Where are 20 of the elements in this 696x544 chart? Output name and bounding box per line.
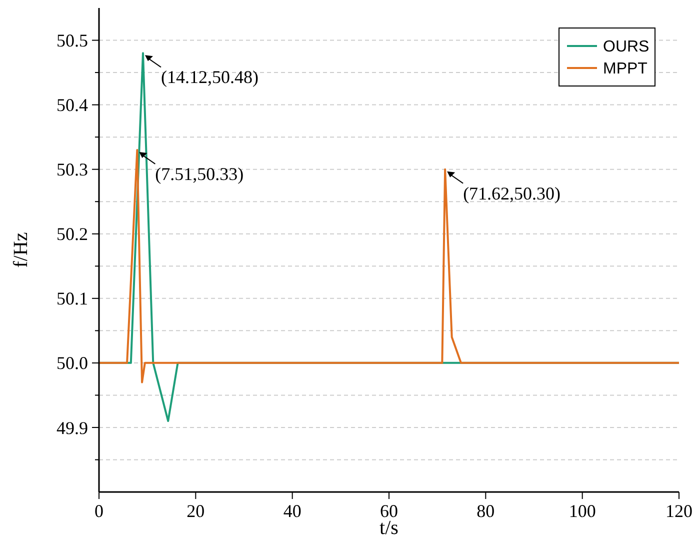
text: 50.0 (56, 353, 88, 374)
annotation: (7.51,50.33) (155, 164, 244, 184)
x-tick-label: 80 (476, 501, 495, 521)
y-tick-label: 49.9 (56, 418, 88, 438)
legend-label: MPPT (603, 60, 648, 78)
annotation: (14.12,50.48) (160, 67, 258, 88)
x-tick-label: 20 (186, 501, 205, 521)
x-tick-label: 0 (94, 501, 104, 521)
legend-label: OURS (603, 38, 650, 56)
y-tick-label: 50.4 (56, 95, 88, 116)
y-tick-label: 50.3 (56, 160, 88, 180)
y-tick-label: 50.5 (56, 30, 88, 51)
x-tick-label: 120 (666, 501, 692, 521)
line-series (98, 148, 680, 384)
x-tick-label: 40 (283, 501, 302, 521)
y-tick-label: 50.1 (56, 288, 88, 309)
y-axis-title: f/Hz (10, 232, 32, 268)
y-tick-label: 50.2 (56, 224, 88, 244)
annotation: (71.62,50.30) (463, 183, 561, 204)
x-tick-label: 100 (568, 501, 596, 521)
